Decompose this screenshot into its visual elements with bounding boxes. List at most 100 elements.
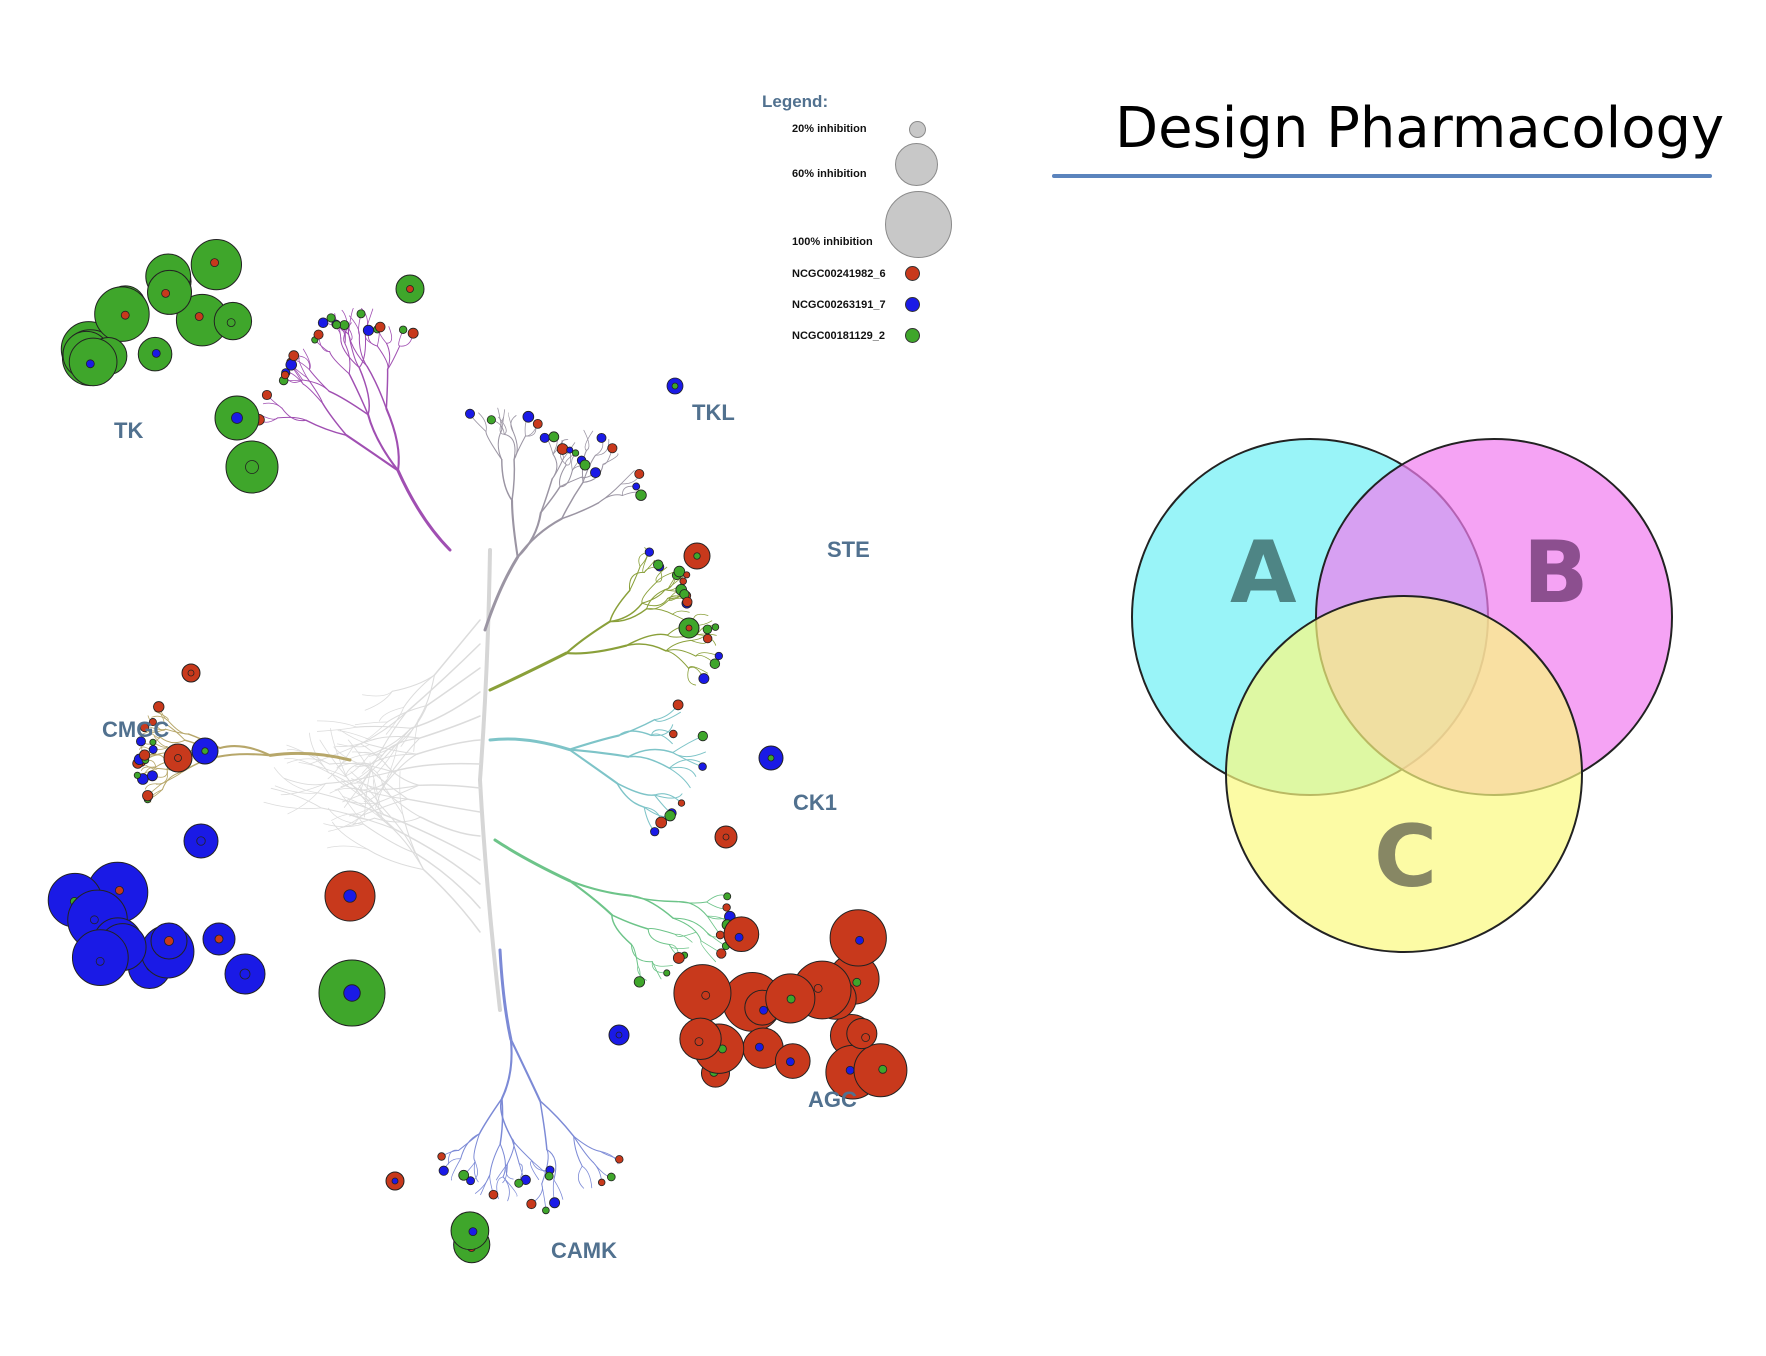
tree-branch: [359, 764, 384, 790]
tree-branch: [391, 762, 481, 773]
inhibition-circle: [671, 382, 679, 390]
legend-compound-dot-2: [905, 297, 920, 312]
tree-branch: [407, 798, 481, 813]
tree-branch: [502, 1176, 510, 1202]
inhibition-circle: [398, 325, 408, 334]
tree-branch: [511, 458, 516, 502]
tree-branch: [367, 413, 400, 472]
inhibition-circle: [685, 624, 693, 632]
inhibition-circle: [759, 1005, 768, 1015]
tree-branch: [611, 914, 633, 946]
tree-branch: [360, 743, 386, 764]
tree-branch: [341, 309, 349, 334]
inhibition-circle: [855, 935, 864, 945]
tree-branch: [337, 789, 364, 825]
tree-branch: [506, 1137, 515, 1165]
tree-branch: [625, 633, 669, 647]
group-label-cmgc: CMGC: [102, 717, 169, 742]
inhibition-circle: [317, 317, 329, 329]
inhibition-circle: [702, 624, 713, 635]
tree-branch: [629, 566, 641, 592]
inhibition-circle: [698, 762, 707, 771]
tree-branch: [651, 961, 673, 967]
inhibition-circle: [210, 258, 219, 268]
tree-branch: [672, 735, 704, 754]
inhibition-circle: [239, 968, 251, 980]
inhibition-circle: [650, 827, 660, 837]
tree-branch: [284, 757, 330, 774]
tree-branch: [163, 722, 186, 741]
tree-branch: [539, 1100, 575, 1138]
inhibition-circle: [95, 956, 105, 966]
tree-branch: [687, 667, 697, 686]
tree-branch: [387, 345, 401, 370]
tree-branch: [516, 517, 563, 559]
venn-circle-c: [1225, 595, 1583, 953]
tree-branch: [386, 326, 393, 344]
inhibition-circle: [539, 432, 550, 443]
inhibition-circle: [548, 431, 560, 443]
inhibition-circle: [164, 936, 174, 946]
tree-branch: [393, 737, 421, 770]
tree-branch: [561, 502, 600, 520]
tree-branch: [541, 1149, 549, 1185]
inhibition-circle: [579, 459, 591, 471]
inhibition-circle: [653, 559, 664, 570]
kinome-tree: TK TKL STE CK1 AGC CAMK CMGC: [47, 238, 908, 1264]
tree-branch: [641, 589, 666, 604]
inhibition-circle: [672, 952, 685, 964]
legend-size-label-100: 100% inhibition: [792, 236, 873, 248]
legend-size-label-20: 20% inhibition: [792, 123, 867, 135]
tree-branch: [478, 412, 487, 432]
tree-branch: [385, 407, 400, 472]
tree-branch: [369, 727, 412, 756]
tree-branch: [293, 369, 304, 385]
tree-branch: [351, 778, 384, 790]
legend: Legend: 20% inhibition 60% inhibition 10…: [752, 88, 982, 358]
tree-branch: [499, 416, 505, 435]
tree-branch: [348, 372, 369, 416]
tree-branch: [488, 737, 571, 752]
inhibition-circle: [698, 673, 710, 685]
inhibition-circle: [606, 1172, 616, 1182]
inhibition-circle: [174, 754, 182, 762]
inhibition-circle: [391, 1177, 399, 1185]
inhibition-circle: [861, 1033, 871, 1042]
tree-branch: [483, 555, 520, 632]
venn-label-a: A: [1230, 523, 1297, 623]
tree-branch: [647, 927, 677, 935]
tree-branch: [595, 439, 610, 456]
tree-branch: [628, 571, 645, 592]
tree-branch: [478, 778, 502, 1012]
tree-branch: [358, 334, 368, 367]
tree-branch: [372, 779, 384, 821]
tree-branch: [337, 743, 370, 748]
legend-compound-label-3: NCGC00181129_2: [792, 330, 885, 342]
tree-branch: [399, 771, 404, 816]
tree-branch: [317, 792, 385, 816]
tree-branch: [410, 691, 481, 729]
tree-branch: [565, 620, 612, 655]
inhibition-circle: [332, 320, 342, 330]
tree-branch: [668, 759, 701, 769]
tree-branch: [419, 715, 481, 739]
tree-branch: [379, 804, 416, 854]
tree-branch: [376, 345, 389, 370]
tree-branch: [565, 644, 628, 655]
tree-branch: [385, 368, 389, 410]
tree-branch: [308, 369, 330, 392]
tree-branch: [568, 879, 632, 897]
tree-branch: [356, 725, 412, 729]
tree-branch: [625, 643, 667, 652]
tree-branch: [497, 407, 503, 431]
tree-branch: [675, 933, 693, 943]
tree-branch: [672, 751, 706, 758]
tree-branch: [161, 771, 183, 791]
tree-branch: [396, 468, 452, 552]
inhibition-circle: [813, 983, 823, 993]
inhibition-circle: [723, 892, 732, 901]
inhibition-circle: [701, 990, 711, 1000]
tree-branch: [651, 961, 662, 980]
tree-branch: [263, 801, 322, 810]
tree-branch: [630, 943, 653, 963]
